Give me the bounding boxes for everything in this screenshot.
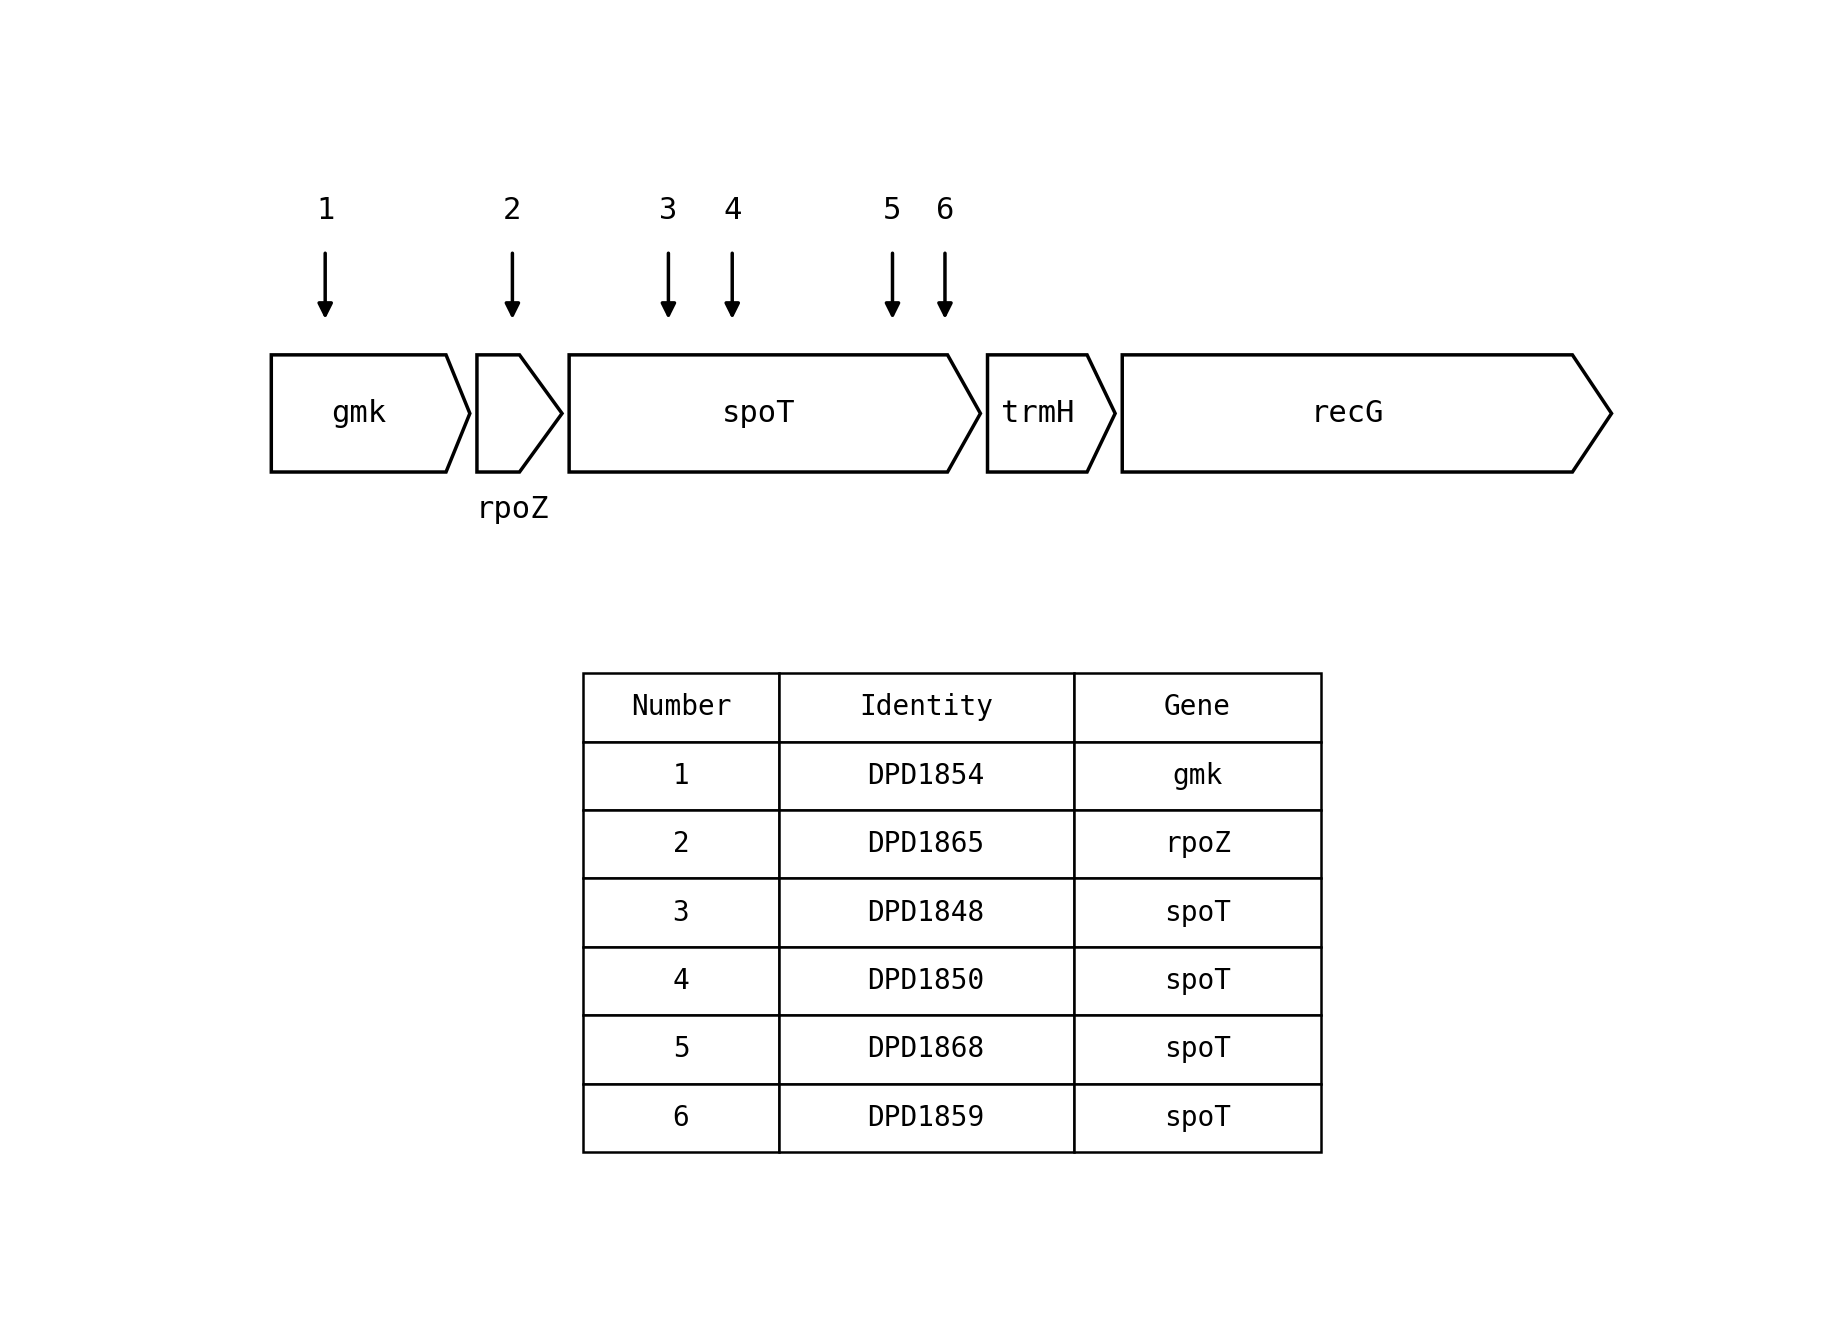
Text: 1: 1: [317, 196, 335, 225]
Text: 3: 3: [673, 898, 690, 926]
Polygon shape: [569, 355, 981, 472]
Text: DPD1868: DPD1868: [867, 1036, 985, 1064]
Bar: [1074, 947, 1321, 1015]
Bar: [584, 673, 780, 742]
Text: 5: 5: [884, 196, 902, 225]
Bar: [584, 810, 780, 878]
Polygon shape: [478, 355, 562, 472]
Bar: [584, 742, 780, 810]
Bar: [584, 1015, 780, 1084]
Text: Gene: Gene: [1164, 693, 1232, 721]
Bar: [780, 673, 1074, 742]
Bar: [1074, 742, 1321, 810]
Text: DPD1865: DPD1865: [867, 831, 985, 859]
Bar: [1074, 810, 1321, 878]
Text: rpoZ: rpoZ: [476, 495, 549, 524]
Bar: [1074, 878, 1321, 947]
Bar: [584, 1084, 780, 1152]
Text: DPD1859: DPD1859: [867, 1103, 985, 1131]
Text: recG: recG: [1310, 400, 1383, 427]
Text: 6: 6: [935, 196, 953, 225]
Bar: [780, 1015, 1074, 1084]
Text: 2: 2: [503, 196, 522, 225]
Text: gmk: gmk: [1173, 762, 1222, 790]
Bar: [780, 947, 1074, 1015]
Bar: [1074, 1084, 1321, 1152]
Text: 4: 4: [723, 196, 741, 225]
Text: rpoZ: rpoZ: [1164, 831, 1232, 859]
Text: 5: 5: [673, 1036, 690, 1064]
Text: DPD1854: DPD1854: [867, 762, 985, 790]
Bar: [584, 878, 780, 947]
Bar: [780, 878, 1074, 947]
Text: gmk: gmk: [331, 400, 386, 427]
Text: DPD1850: DPD1850: [867, 967, 985, 995]
Text: spoT: spoT: [1164, 967, 1232, 995]
Bar: [1074, 1015, 1321, 1084]
Text: Number: Number: [631, 693, 732, 721]
Text: spoT: spoT: [721, 400, 794, 427]
Text: DPD1848: DPD1848: [867, 898, 985, 926]
Text: 4: 4: [673, 967, 690, 995]
Text: 2: 2: [673, 831, 690, 859]
Polygon shape: [1122, 355, 1612, 472]
Text: 3: 3: [659, 196, 677, 225]
Bar: [780, 1084, 1074, 1152]
Text: 1: 1: [673, 762, 690, 790]
Bar: [584, 947, 780, 1015]
Text: Identity: Identity: [860, 693, 994, 721]
Bar: [780, 742, 1074, 810]
Text: spoT: spoT: [1164, 1103, 1232, 1131]
Text: trmH: trmH: [1001, 400, 1074, 427]
Text: 6: 6: [673, 1103, 690, 1131]
Bar: [1074, 673, 1321, 742]
Bar: [780, 810, 1074, 878]
Text: spoT: spoT: [1164, 898, 1232, 926]
Polygon shape: [988, 355, 1114, 472]
Text: spoT: spoT: [1164, 1036, 1232, 1064]
Polygon shape: [271, 355, 470, 472]
